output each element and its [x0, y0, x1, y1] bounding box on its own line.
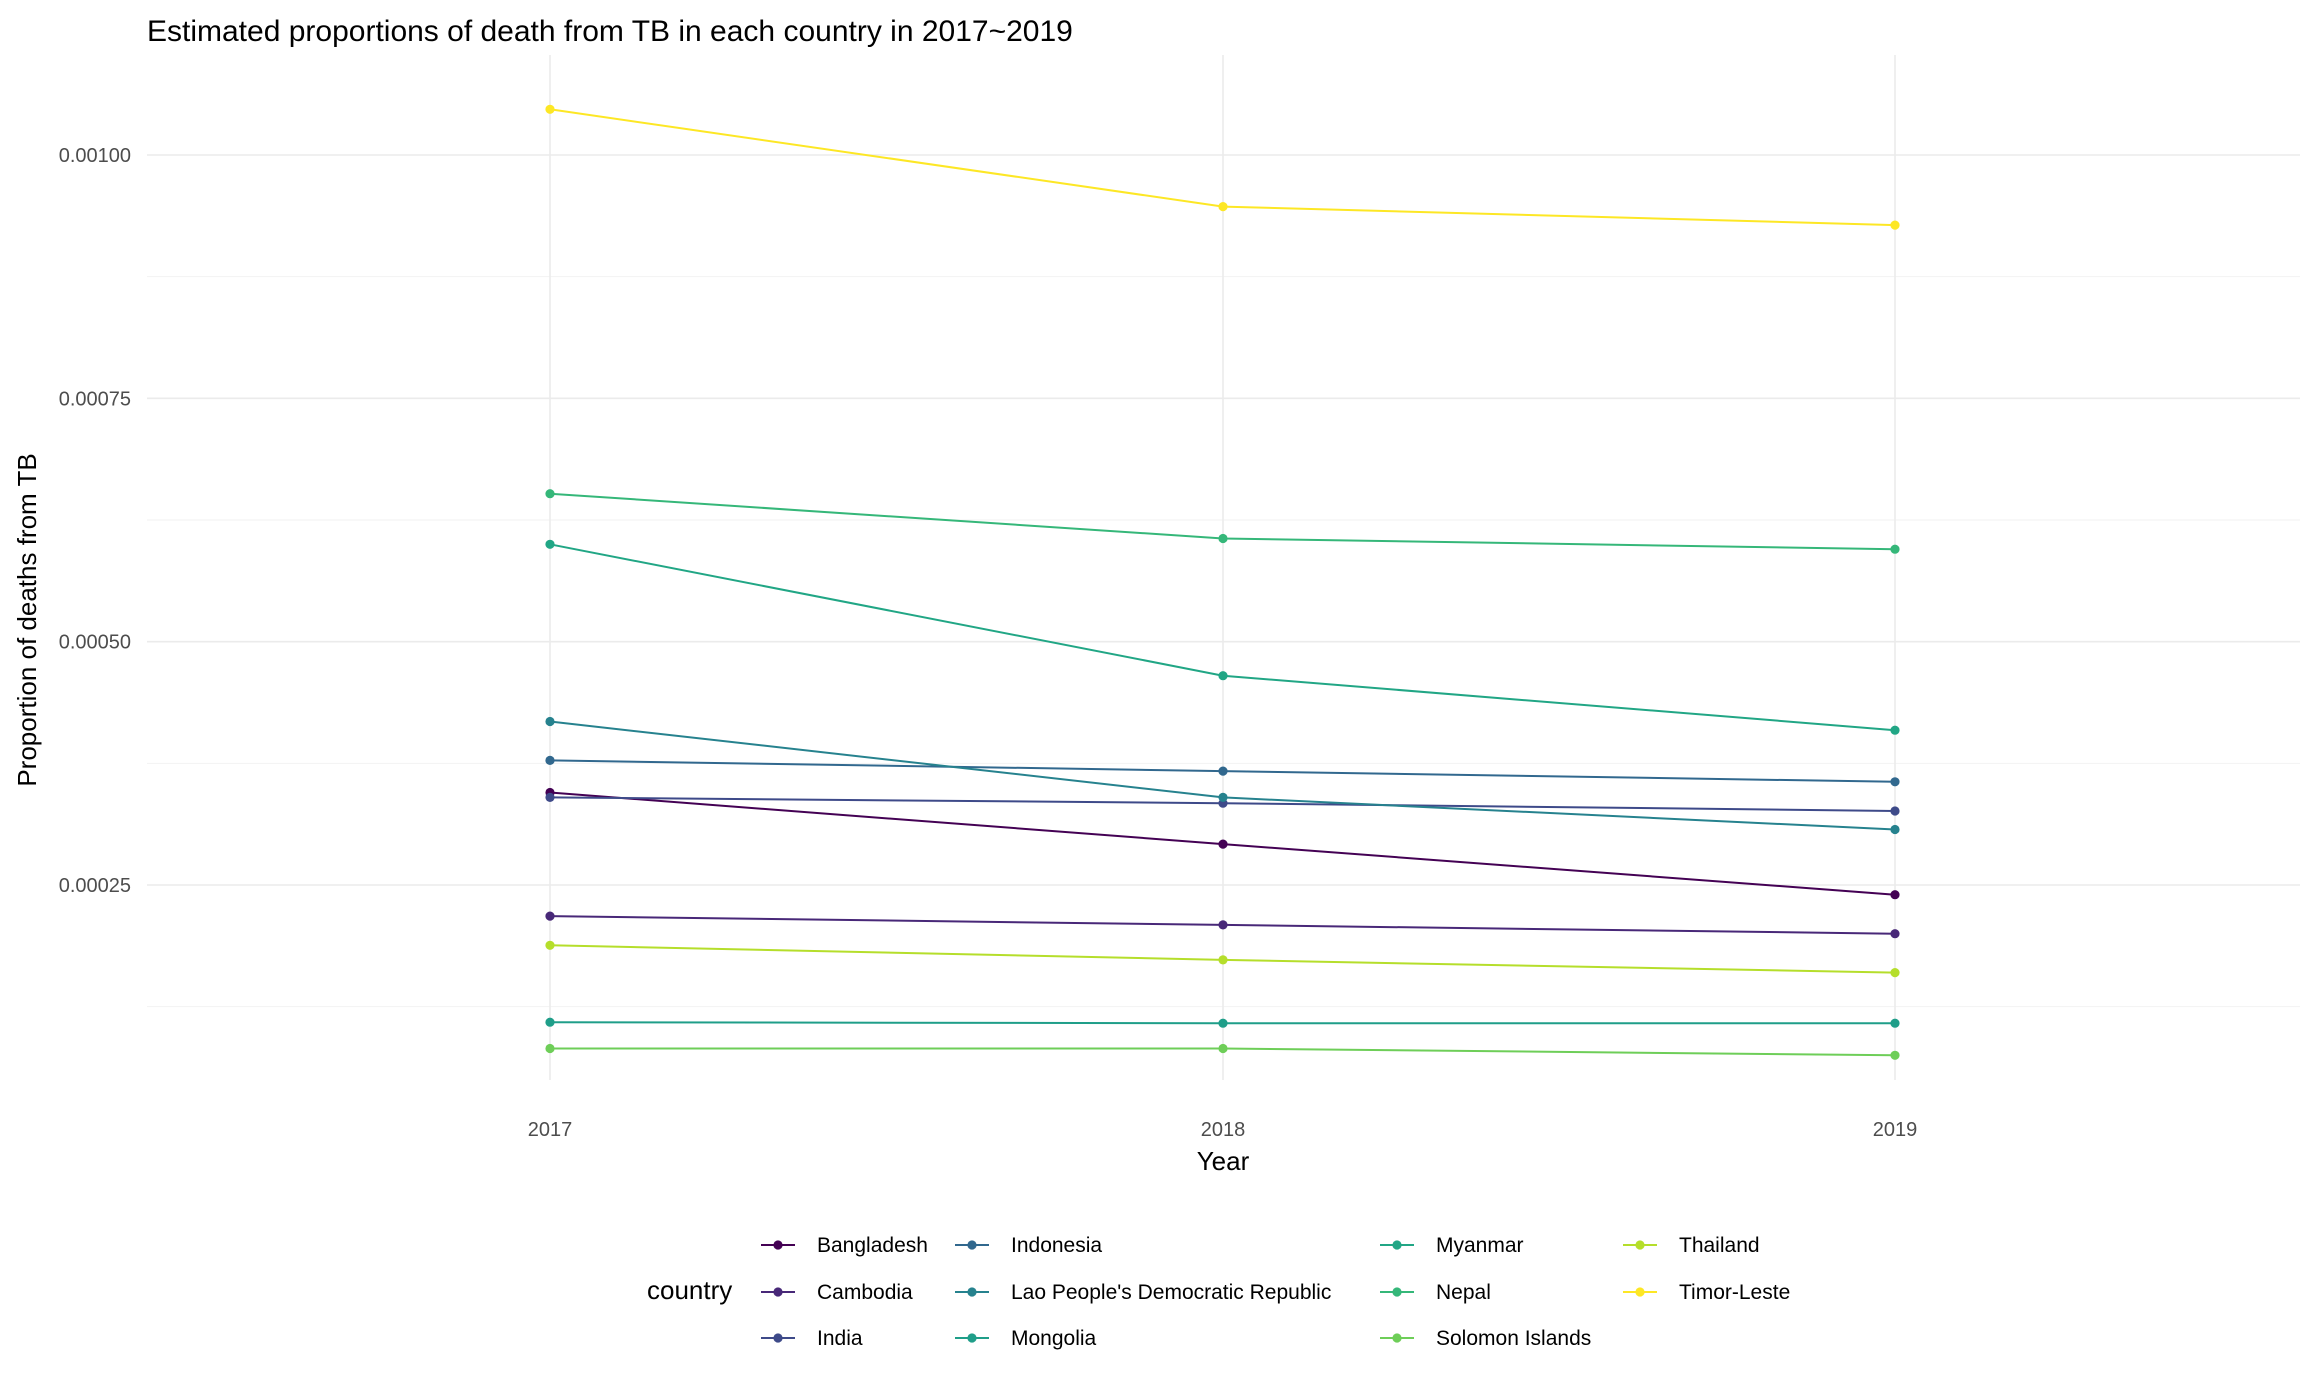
- y-tick-label: 0.00100: [59, 145, 131, 167]
- legend-key-point: [1392, 1333, 1402, 1343]
- data-point: [1890, 929, 1900, 939]
- data-point: [545, 911, 555, 921]
- data-point: [1890, 725, 1900, 735]
- data-point: [1218, 1043, 1228, 1054]
- data-point: [1218, 202, 1228, 212]
- legend-label: Myanmar: [1436, 1234, 1524, 1257]
- data-point: [1890, 777, 1900, 787]
- legend-item: Timor-Leste: [1623, 1281, 1790, 1304]
- data-point: [1218, 671, 1228, 681]
- data-point: [545, 539, 555, 549]
- data-point: [1890, 824, 1900, 835]
- data-point: [545, 792, 555, 803]
- y-axis-ticks: 0.00025 0.00050 0.00075 0.00100: [59, 145, 131, 897]
- data-point: [1890, 220, 1900, 230]
- legend-key-point: [773, 1240, 783, 1250]
- x-tick-label: 2017: [528, 1119, 573, 1141]
- legend-key-point: [1392, 1240, 1402, 1250]
- legend-key-point: [967, 1240, 977, 1250]
- series-points: [545, 104, 1900, 1060]
- data-point: [1218, 955, 1228, 965]
- legend-item: Cambodia: [761, 1281, 913, 1304]
- x-tick-label: 2018: [1201, 1119, 1246, 1141]
- legend-title: country: [647, 1275, 732, 1305]
- legend-key-point: [1635, 1240, 1645, 1250]
- legend-key-point: [967, 1287, 977, 1297]
- data-point: [545, 716, 555, 727]
- data-point: [545, 755, 555, 766]
- data-point: [1890, 1018, 1900, 1028]
- data-point: [1890, 968, 1900, 978]
- data-point: [1890, 544, 1900, 554]
- legend-label: India: [817, 1327, 863, 1350]
- legend-key-point: [773, 1333, 783, 1343]
- legend-label: Solomon Islands: [1436, 1327, 1591, 1350]
- data-point: [545, 489, 555, 499]
- y-axis-title: Proportion of deaths from TB: [12, 453, 42, 786]
- data-point: [1218, 920, 1228, 930]
- legend-label: Nepal: [1436, 1281, 1491, 1304]
- data-point: [1890, 1050, 1900, 1060]
- legend-label: Lao People's Democratic Republic: [1011, 1281, 1331, 1304]
- legend-item: India: [761, 1327, 863, 1350]
- data-point: [545, 1043, 555, 1054]
- y-tick-label: 0.00025: [59, 875, 131, 897]
- data-point: [545, 1017, 555, 1027]
- data-point: [545, 104, 555, 114]
- legend-label: Timor-Leste: [1679, 1281, 1790, 1304]
- x-axis-ticks: 2017 2018 2019: [528, 1119, 1918, 1141]
- legend-key-point: [967, 1333, 977, 1343]
- legend-item: Mongolia: [955, 1327, 1097, 1350]
- data-point: [1890, 806, 1900, 816]
- data-point: [1218, 766, 1228, 776]
- x-tick-label: 2019: [1873, 1119, 1918, 1141]
- data-point: [1218, 533, 1228, 544]
- legend-item: Lao People's Democratic Republic: [955, 1281, 1331, 1304]
- y-tick-label: 0.00050: [59, 632, 131, 654]
- y-tick-label: 0.00075: [59, 388, 131, 410]
- data-point: [1218, 1018, 1228, 1028]
- legend-label: Thailand: [1679, 1234, 1760, 1257]
- legend: Bangladesh Cambodia India Indonesia Lao Peop…: [761, 1234, 1790, 1350]
- data-point: [1218, 792, 1228, 803]
- legend-key-point: [773, 1287, 783, 1297]
- legend-key-point: [1392, 1287, 1402, 1297]
- legend-label: Bangladesh: [817, 1234, 928, 1257]
- data-point: [1890, 890, 1900, 900]
- x-axis-title: Year: [1197, 1146, 1250, 1176]
- legend-label: Cambodia: [817, 1281, 913, 1304]
- legend-item: Solomon Islands: [1380, 1327, 1591, 1350]
- data-point: [1218, 839, 1228, 849]
- legend-label: Mongolia: [1011, 1327, 1097, 1350]
- legend-item: Thailand: [1623, 1234, 1760, 1257]
- legend-item: Bangladesh: [761, 1234, 928, 1257]
- chart-title: Estimated proportions of death from TB i…: [147, 15, 1073, 48]
- legend-label: Indonesia: [1011, 1234, 1102, 1257]
- legend-item: Nepal: [1380, 1281, 1491, 1304]
- legend-key-point: [1635, 1287, 1645, 1297]
- legend-item: Indonesia: [955, 1234, 1102, 1257]
- legend-item: Myanmar: [1380, 1234, 1524, 1257]
- data-point: [545, 940, 555, 950]
